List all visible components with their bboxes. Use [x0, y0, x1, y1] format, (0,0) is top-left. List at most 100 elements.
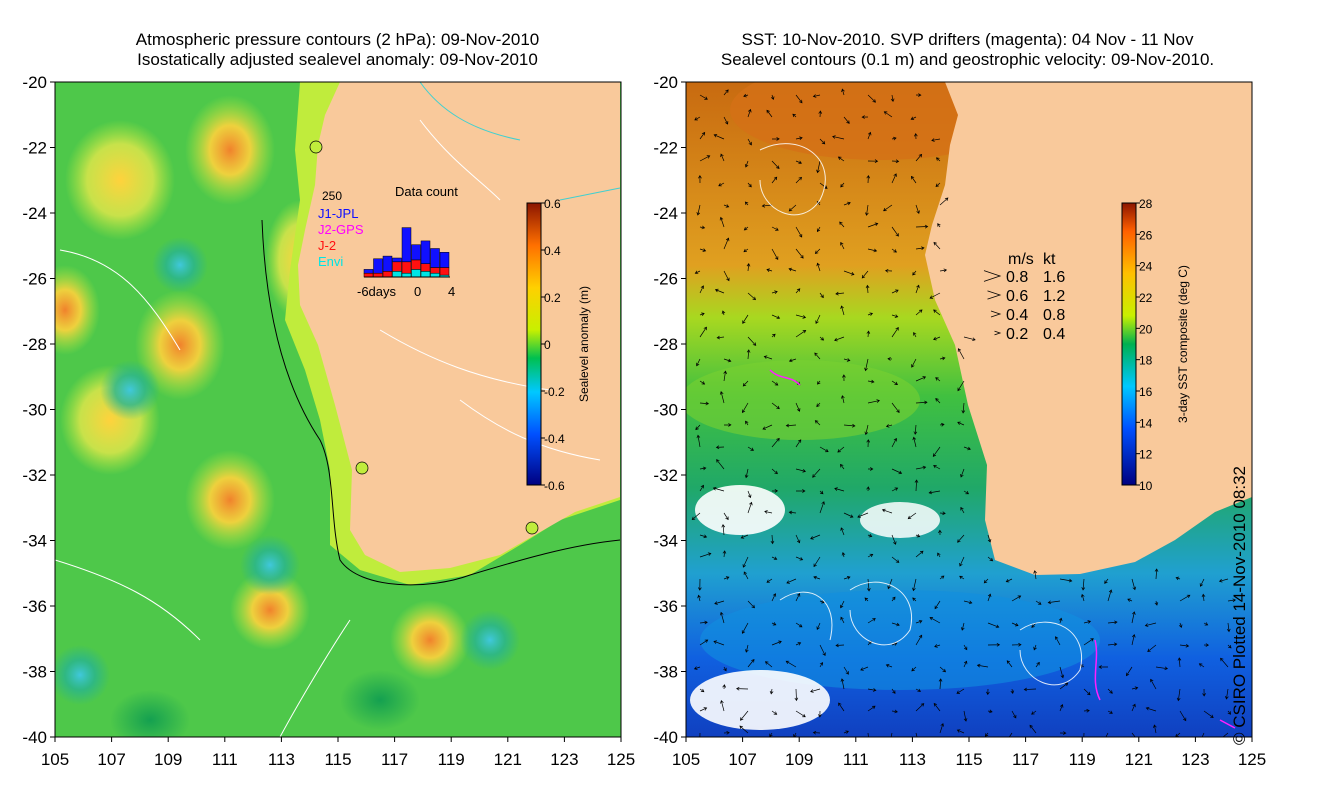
- sla-colorbar: [526, 202, 542, 486]
- station-marker: [355, 461, 369, 475]
- inset-bar: [392, 261, 402, 272]
- inset-bar: [392, 271, 402, 278]
- inset-title: Data count: [395, 184, 458, 199]
- cloud-mask: [690, 670, 830, 730]
- sla-colorbar-tick-label: 0.6: [544, 197, 561, 211]
- left-ytick-label: -32: [22, 466, 47, 485]
- sst-colorbar-tick-label: 28: [1139, 197, 1153, 211]
- left-title: Atmospheric pressure contours (2 hPa): 0…: [55, 30, 620, 70]
- left-xtick-label: 123: [550, 750, 578, 769]
- velocity-legend-ms: 0.2: [1006, 326, 1028, 343]
- right-xtick-label: 119: [1069, 750, 1096, 769]
- sla-colorbar-ticks: 0.6 0.4 0.2 0 -0.2 -0.4 -0.6: [541, 197, 565, 493]
- inset-bar: [411, 259, 421, 270]
- inset-legend-entry: J2-GPS: [318, 222, 364, 237]
- sst-colorbar-label: 3-day SST composite (deg C): [1176, 265, 1190, 423]
- right-ytick-label: -30: [653, 401, 678, 420]
- velocity-legend-kt: 1.6: [1043, 269, 1065, 286]
- cloud-mask: [695, 485, 785, 535]
- velocity-legend-arrow: [994, 330, 1002, 336]
- inset-legend-entry: J-2: [318, 238, 336, 253]
- left-xtick-label: 119: [438, 750, 465, 769]
- inset-bar: [401, 272, 412, 278]
- geostrophic-velocity-arrows: [691, 88, 1237, 737]
- right-xtick-label: 115: [955, 750, 982, 769]
- left-xtick-label: 115: [324, 750, 351, 769]
- velocity-legend-arrow: [987, 290, 1002, 300]
- inset-bar: [373, 258, 383, 274]
- sst-colorbar: [1121, 202, 1137, 486]
- sla-colorbar-tick-label: 0: [544, 338, 551, 352]
- left-title-line2: Isostatically adjusted sealevel anomaly:…: [137, 50, 538, 69]
- sla-colorbar-label: Sealevel anomaly (m): [577, 286, 591, 402]
- right-title: SST: 10-Nov-2010. SVP drifters (magenta)…: [685, 30, 1250, 70]
- inset-bar: [401, 227, 412, 263]
- sealevel-contours: [759, 143, 1082, 686]
- right-ytick-label: -40: [653, 728, 678, 747]
- right-ytick-label: -20: [653, 73, 678, 92]
- right-xtick-label: 121: [1125, 750, 1153, 769]
- inset-bar: [430, 267, 440, 274]
- inset-bar: [411, 269, 421, 278]
- sst-colorbar-tick-label: 22: [1139, 291, 1153, 305]
- right-xtick-label: 125: [1238, 750, 1266, 769]
- right-ytick-label: -34: [653, 532, 678, 551]
- right-title-line1: SST: 10-Nov-2010. SVP drifters (magenta)…: [741, 30, 1194, 49]
- sla-colorbar-tick-label: -0.2: [544, 385, 565, 399]
- right-axes: -20 -22 -24 -26 -28 -30 -32 -34 -36 -38 -40 105 107 1…: [653, 73, 1266, 769]
- inset-bars: [363, 227, 450, 278]
- right-xtick-label: 111: [843, 750, 869, 769]
- inset-xtick-zero: 0: [414, 284, 421, 299]
- velocity-legend: m/s kt 0.8 1.6 0.6 1.2 0.4 0.8 0.2 0.4: [983, 251, 1065, 343]
- inset-bar: [382, 255, 393, 272]
- sst-colorbar-tick-label: 16: [1139, 385, 1153, 399]
- inset-bar: [430, 248, 440, 268]
- inset-bar: [439, 267, 450, 276]
- station-marker: [525, 521, 539, 535]
- inset-bar: [420, 263, 431, 272]
- left-xtick-label: 121: [494, 750, 522, 769]
- left-ytick-label: -38: [22, 663, 47, 682]
- velocity-legend-ms: 0.4: [1006, 307, 1028, 324]
- velocity-legend-kt: 0.8: [1043, 307, 1065, 324]
- sla-colorbar-tick-label: -0.6: [544, 479, 565, 493]
- sst-colorbar-tick-label: 12: [1139, 448, 1153, 462]
- sst-colorbar-ticks: 28 26 24 22 20 18 16 14 12 10: [1136, 197, 1153, 493]
- right-xtick-label: 105: [672, 750, 700, 769]
- velocity-legend-ms: 0.6: [1006, 288, 1028, 305]
- cloud-mask: [860, 502, 940, 538]
- sla-colorbar-tick-label: 0.2: [544, 291, 561, 305]
- left-xtick-label: 109: [154, 750, 182, 769]
- australia-land-right: [925, 82, 1252, 575]
- inset-bar: [420, 271, 431, 278]
- right-xtick-label: 113: [899, 750, 926, 769]
- velocity-legend-ms: 0.8: [1006, 269, 1028, 286]
- inset-ymax: 250: [322, 189, 342, 203]
- right-title-line2: Sealevel contours (0.1 m) and geostrophi…: [720, 50, 1215, 69]
- sla-anomaly-field: [55, 95, 520, 737]
- inset-bar: [401, 261, 412, 274]
- inset-bar: [382, 271, 393, 278]
- sst-colorbar-tick-label: 24: [1139, 260, 1153, 274]
- velocity-legend-kt: 1.2: [1043, 288, 1065, 305]
- sla-colorbar-tick-label: -0.4: [544, 432, 565, 446]
- right-xtick-label: 123: [1181, 750, 1209, 769]
- sst-colorbar-tick-label: 18: [1139, 354, 1153, 368]
- inset-bar: [373, 272, 383, 278]
- sst-colorbar-tick-label: 26: [1139, 228, 1153, 242]
- left-xtick-label: 117: [381, 750, 408, 769]
- left-ytick-label: -30: [22, 401, 47, 420]
- inset-legend-entry: Envi: [318, 254, 343, 269]
- right-ytick-label: -26: [653, 270, 678, 289]
- sst-colorbar-tick-label: 10: [1139, 479, 1153, 493]
- left-ytick-label: -40: [22, 728, 47, 747]
- right-ytick-label: -36: [653, 597, 678, 616]
- velocity-legend-arrow: [990, 310, 1002, 318]
- left-ytick-label: -24: [22, 204, 47, 223]
- right-xtick-label: 109: [785, 750, 813, 769]
- left-ytick-label: -20: [22, 73, 47, 92]
- sst-colorbar-tick-label: 14: [1139, 416, 1153, 430]
- right-ytick-label: -38: [653, 663, 678, 682]
